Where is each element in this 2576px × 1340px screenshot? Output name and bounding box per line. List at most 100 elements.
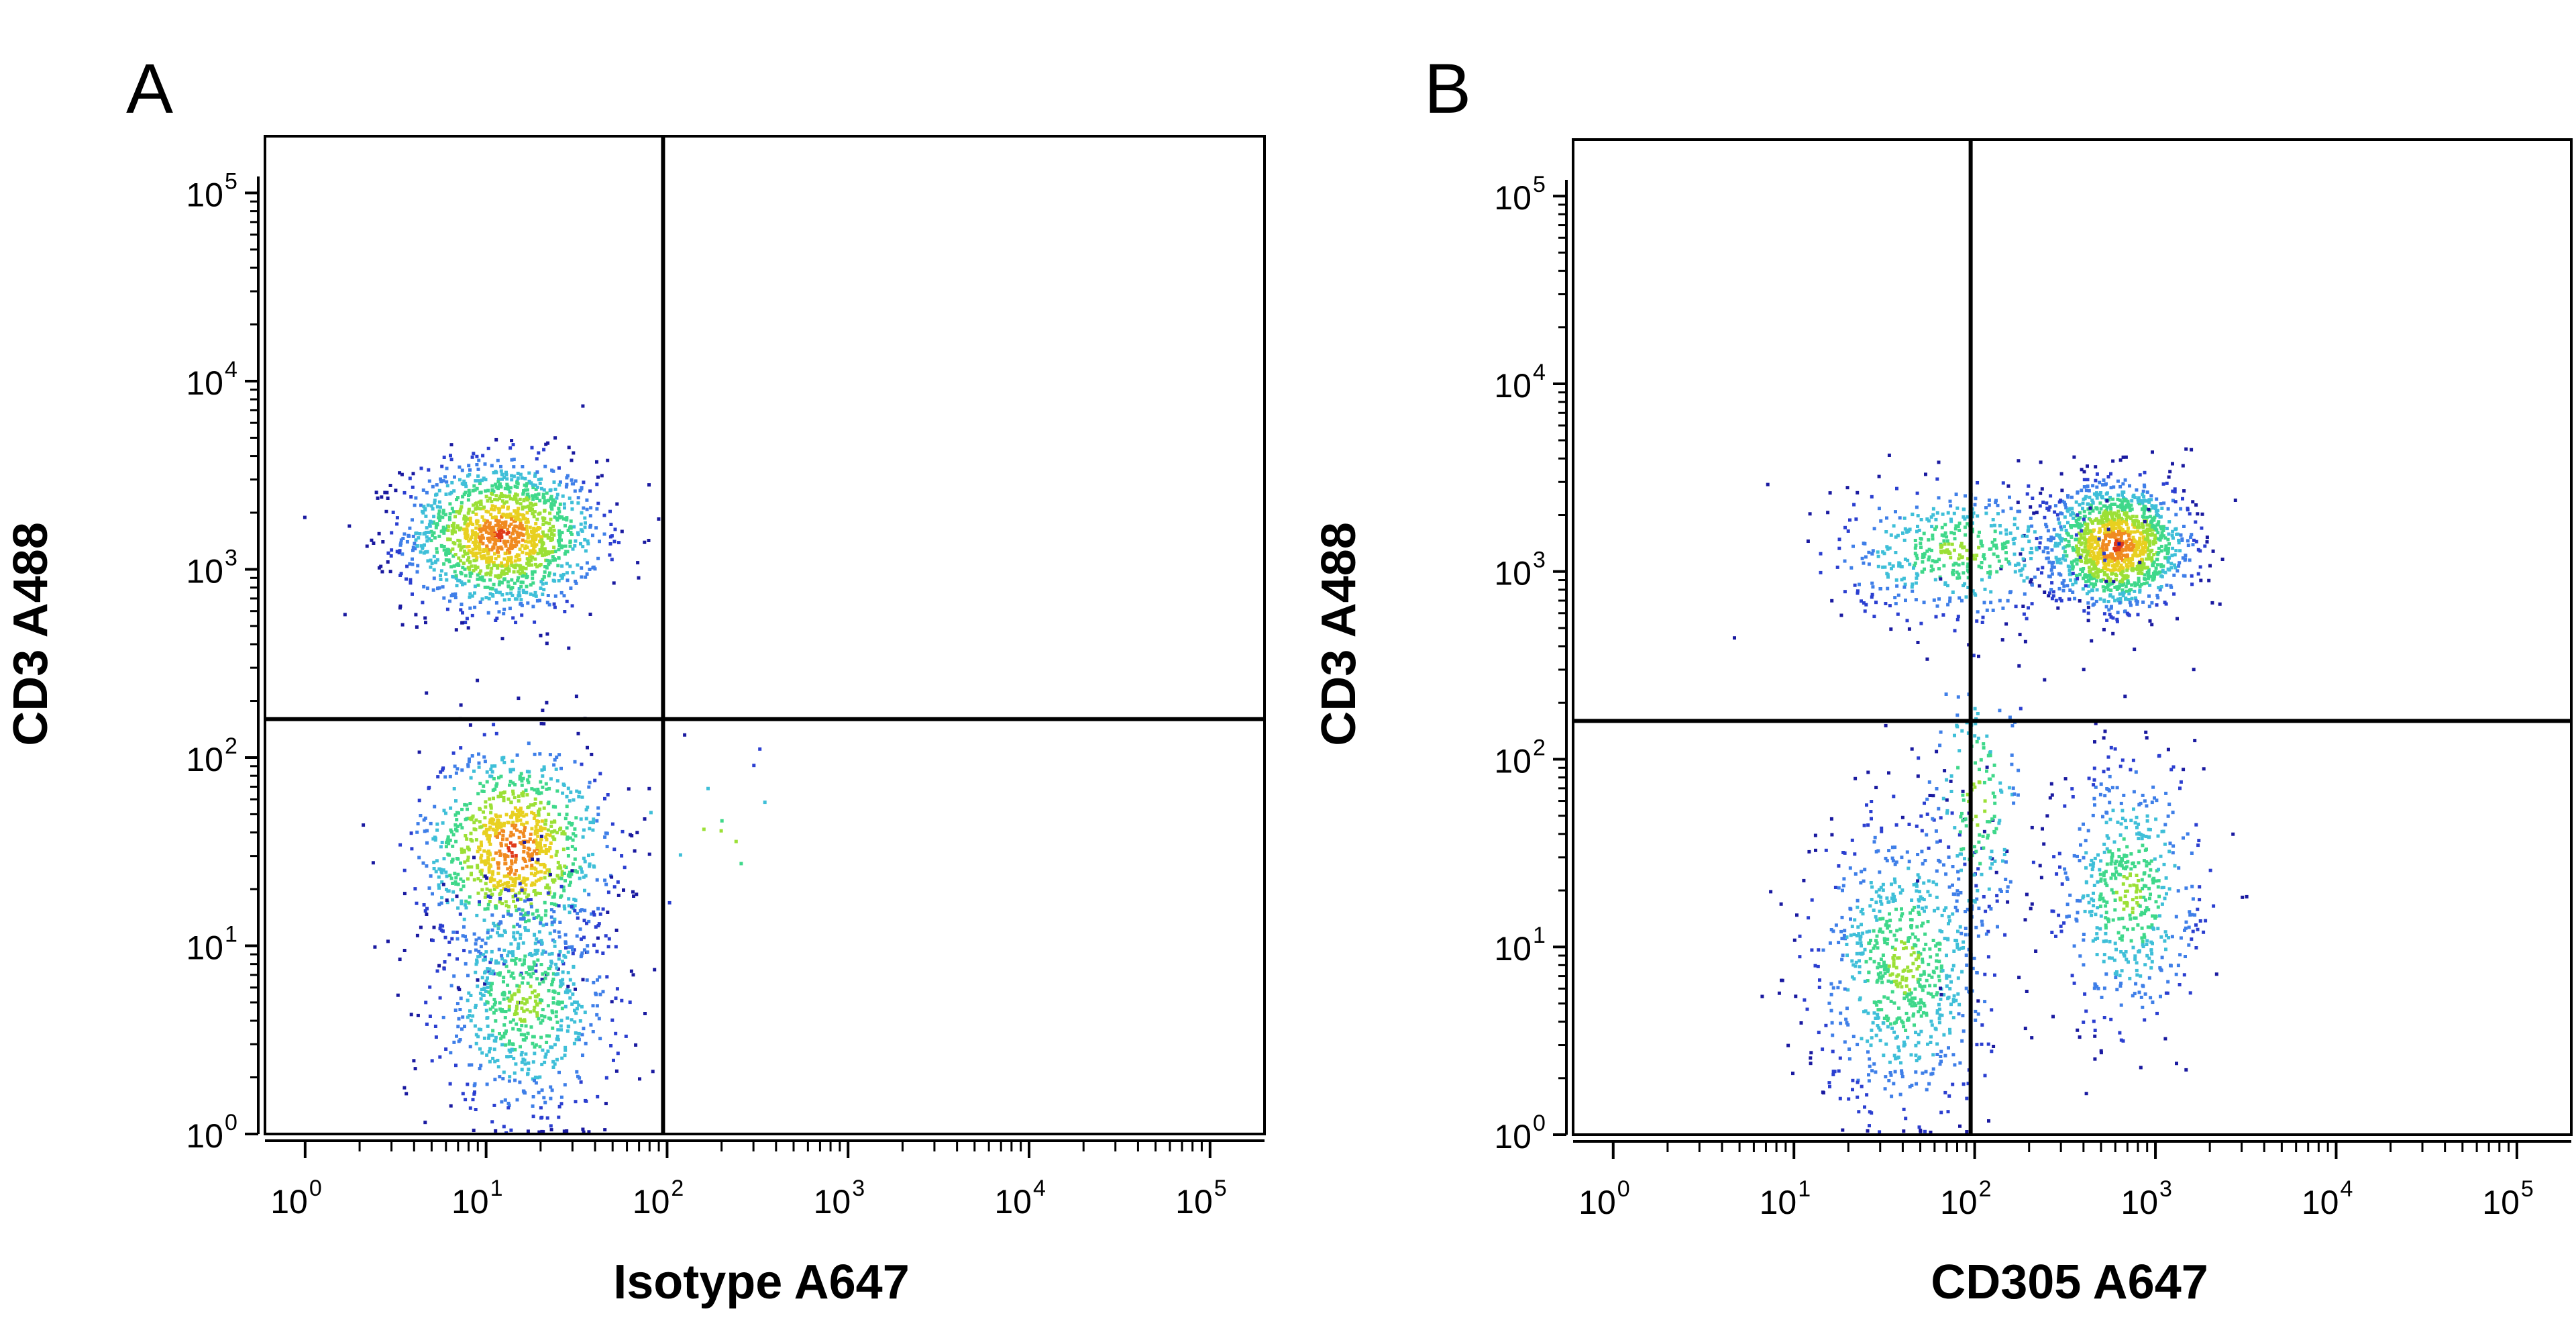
event-dot: [637, 576, 641, 580]
event-dot: [504, 813, 508, 817]
event-dot: [542, 827, 546, 831]
event-dot: [455, 510, 459, 514]
event-dot: [477, 949, 481, 954]
event-dot: [1997, 559, 2001, 563]
event-dot: [527, 965, 531, 969]
event-dot: [508, 1039, 511, 1043]
event-dot: [1940, 525, 1944, 529]
event-dot: [541, 923, 545, 927]
event-dot: [531, 881, 535, 885]
event-dot: [494, 1019, 498, 1023]
event-dot: [497, 922, 501, 926]
event-dot: [480, 1051, 484, 1055]
event-dot: [2196, 548, 2200, 552]
event-dot: [454, 876, 458, 880]
event-dot: [1998, 524, 2002, 527]
event-dot: [472, 856, 476, 860]
event-dot: [506, 821, 511, 825]
event-dot: [1974, 497, 1978, 501]
event-dot: [2108, 582, 2112, 586]
event-dot: [396, 993, 400, 997]
event-dot: [499, 528, 503, 532]
event-dot: [488, 960, 492, 964]
event-dot: [1881, 550, 1885, 554]
event-dot: [576, 1074, 580, 1078]
event-dot: [2071, 572, 2075, 575]
event-dot: [2039, 535, 2043, 539]
event-dot: [1883, 565, 1887, 569]
event-dot: [536, 1076, 540, 1080]
event-dot: [518, 882, 522, 886]
event-dot: [471, 540, 475, 544]
event-dot: [1979, 542, 1983, 546]
event-dot: [578, 876, 582, 880]
event-dot: [2068, 507, 2071, 511]
event-dot: [1952, 511, 1956, 515]
event-dot: [524, 1036, 528, 1040]
event-dot: [537, 993, 541, 997]
event-dot: [2041, 566, 2045, 570]
panel-a-x-axis-title: Isotype A647: [613, 1255, 910, 1309]
event-dot: [2120, 583, 2124, 587]
event-dot: [504, 495, 508, 499]
event-dot: [2142, 562, 2146, 566]
event-dot: [574, 539, 578, 543]
event-dot: [635, 831, 639, 835]
event-dot: [448, 512, 452, 516]
event-dot: [1927, 555, 1931, 559]
event-dot: [2076, 490, 2080, 494]
event-dot: [551, 1001, 555, 1005]
event-dot: [526, 601, 530, 605]
event-dot: [1956, 615, 1960, 619]
event-dot: [1884, 530, 1888, 533]
event-dot: [1893, 596, 1897, 600]
event-dot: [497, 582, 501, 586]
event-dot: [509, 562, 513, 566]
event-dot: [2186, 539, 2190, 543]
event-dot: [539, 870, 543, 874]
event-dot: [519, 522, 523, 526]
event-dot: [2084, 529, 2088, 533]
event-dot: [520, 476, 524, 480]
event-dot: [596, 501, 600, 505]
event-dot: [525, 895, 529, 899]
event-dot: [582, 856, 586, 860]
event-dot: [539, 791, 543, 795]
event-dot: [402, 532, 407, 536]
event-dot: [551, 980, 555, 984]
event-dot: [1914, 598, 1918, 602]
event-dot: [424, 1000, 428, 1004]
event-dot: [589, 523, 592, 527]
event-dot: [442, 548, 446, 552]
event-dot: [2001, 606, 2005, 610]
event-dot: [533, 941, 537, 945]
event-dot: [2094, 599, 2098, 603]
event-dot: [465, 837, 469, 841]
event-dot: [2091, 501, 2095, 505]
event-dot: [512, 565, 516, 569]
event-dot: [435, 859, 439, 863]
event-dot: [402, 892, 407, 896]
event-dot: [1867, 550, 1871, 554]
event-dot: [472, 554, 475, 558]
event-dot: [537, 526, 540, 529]
event-dot: [432, 576, 436, 580]
event-dot: [1967, 570, 1971, 574]
event-dot: [545, 833, 549, 837]
y-tick-label: 10: [186, 364, 223, 402]
event-dot: [1942, 534, 1946, 538]
event-dot: [561, 970, 565, 974]
event-dot: [549, 960, 553, 964]
event-dot: [473, 584, 477, 588]
event-dot: [566, 529, 570, 532]
event-dot: [574, 479, 578, 483]
event-dot: [606, 945, 610, 949]
event-dot: [561, 494, 565, 498]
event-dot: [486, 536, 490, 540]
event-dot: [549, 841, 553, 845]
event-dot: [534, 1081, 538, 1085]
event-dot: [1889, 533, 1893, 537]
event-dot: [527, 560, 531, 564]
event-dot: [2093, 564, 2097, 568]
event-dot: [468, 865, 472, 869]
